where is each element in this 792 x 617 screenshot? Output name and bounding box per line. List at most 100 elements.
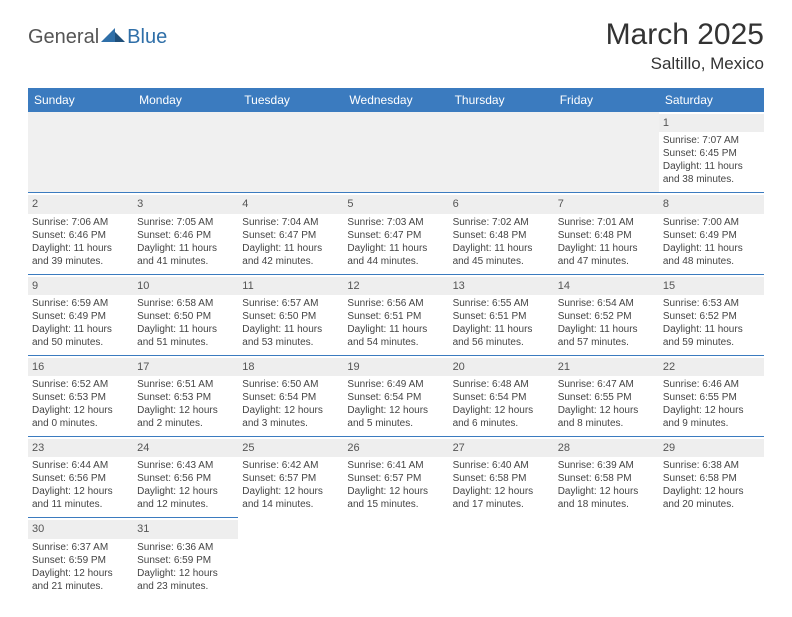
cell-text: Sunrise: 6:42 AM <box>242 459 339 472</box>
cell-text: Sunset: 6:54 PM <box>453 391 550 404</box>
day-number: 21 <box>554 358 659 376</box>
cell-text: Daylight: 11 hours <box>137 323 234 336</box>
cell-text: Daylight: 12 hours <box>32 404 129 417</box>
day-number: 24 <box>133 439 238 457</box>
calendar-cell <box>554 518 659 599</box>
cell-text: and 45 minutes. <box>453 255 550 268</box>
cell-text: Sunrise: 6:55 AM <box>453 297 550 310</box>
day-number: 28 <box>554 439 659 457</box>
calendar-cell <box>238 518 343 599</box>
day-number: 26 <box>343 439 448 457</box>
title-block: March 2025 Saltillo, Mexico <box>606 18 764 74</box>
calendar-cell: 26Sunrise: 6:41 AMSunset: 6:57 PMDayligh… <box>343 437 448 518</box>
cell-text: Sunrise: 6:44 AM <box>32 459 129 472</box>
cell-text: Sunrise: 6:46 AM <box>663 378 760 391</box>
calendar-cell: 20Sunrise: 6:48 AMSunset: 6:54 PMDayligh… <box>449 355 554 436</box>
cell-text: Daylight: 12 hours <box>242 485 339 498</box>
cell-text: Daylight: 11 hours <box>32 323 129 336</box>
cell-text: and 0 minutes. <box>32 417 129 430</box>
cell-text: and 21 minutes. <box>32 580 129 593</box>
calendar-week-row: 2Sunrise: 7:06 AMSunset: 6:46 PMDaylight… <box>28 193 764 274</box>
calendar-cell: 8Sunrise: 7:00 AMSunset: 6:49 PMDaylight… <box>659 193 764 274</box>
page-subtitle: Saltillo, Mexico <box>606 54 764 74</box>
calendar-cell: 11Sunrise: 6:57 AMSunset: 6:50 PMDayligh… <box>238 274 343 355</box>
day-number: 31 <box>133 520 238 538</box>
cell-text: and 20 minutes. <box>663 498 760 511</box>
cell-text: Daylight: 12 hours <box>453 404 550 417</box>
cell-text: Sunrise: 7:04 AM <box>242 216 339 229</box>
cell-text: Sunrise: 7:02 AM <box>453 216 550 229</box>
cell-text: Sunset: 6:57 PM <box>347 472 444 485</box>
day-number: 2 <box>28 195 133 213</box>
cell-text: and 15 minutes. <box>347 498 444 511</box>
calendar-week-row: 23 Sunrise: 6:44 AM Sunset: 6:56 PM Dayligh… <box>28 437 764 518</box>
cell-text: Sunset: 6:55 PM <box>663 391 760 404</box>
cell-text: Daylight: 12 hours <box>32 485 129 498</box>
day-number: 7 <box>554 195 659 213</box>
cell-text: Daylight: 12 hours <box>32 567 129 580</box>
calendar-body: 1Sunrise: 7:07 AMSunset: 6:45 PMDaylight… <box>28 112 764 599</box>
cell-text: and 59 minutes. <box>663 336 760 349</box>
calendar-week-row: 9Sunrise: 6:59 AMSunset: 6:49 PMDaylight… <box>28 274 764 355</box>
weekday-header: Saturday <box>659 88 764 112</box>
calendar-cell: 29Sunrise: 6:38 AMSunset: 6:58 PMDayligh… <box>659 437 764 518</box>
cell-text: Sunset: 6:46 PM <box>137 229 234 242</box>
day-number: 6 <box>449 195 554 213</box>
calendar-cell: 18Sunrise: 6:50 AMSunset: 6:54 PMDayligh… <box>238 355 343 436</box>
cell-text: Sunset: 6:52 PM <box>663 310 760 323</box>
calendar-cell: 31Sunrise: 6:36 AMSunset: 6:59 PMDayligh… <box>133 518 238 599</box>
cell-text: and 41 minutes. <box>137 255 234 268</box>
cell-text: Sunrise: 7:07 AM <box>663 134 760 147</box>
logo-text-general: General <box>28 26 99 49</box>
header: General Blue March 2025 Saltillo, Mexico <box>28 18 764 74</box>
calendar-cell: 2Sunrise: 7:06 AMSunset: 6:46 PMDaylight… <box>28 193 133 274</box>
day-number: 23 <box>28 439 133 457</box>
calendar-cell <box>343 112 448 193</box>
cell-text: Sunset: 6:57 PM <box>242 472 339 485</box>
calendar-cell: 1Sunrise: 7:07 AMSunset: 6:45 PMDaylight… <box>659 112 764 193</box>
calendar-cell <box>449 518 554 599</box>
cell-text: Sunset: 6:55 PM <box>558 391 655 404</box>
cell-text: Sunset: 6:45 PM <box>663 147 760 160</box>
cell-text: Daylight: 12 hours <box>137 567 234 580</box>
cell-text: Daylight: 12 hours <box>558 404 655 417</box>
cell-text: Sunset: 6:51 PM <box>347 310 444 323</box>
day-number: 15 <box>659 277 764 295</box>
day-number: 19 <box>343 358 448 376</box>
cell-text: Sunset: 6:58 PM <box>663 472 760 485</box>
day-number: 13 <box>449 277 554 295</box>
cell-text: Daylight: 12 hours <box>453 485 550 498</box>
cell-text: Daylight: 11 hours <box>242 242 339 255</box>
cell-text: Sunrise: 6:50 AM <box>242 378 339 391</box>
weekday-header: Tuesday <box>238 88 343 112</box>
weekday-header: Wednesday <box>343 88 448 112</box>
cell-text: and 47 minutes. <box>558 255 655 268</box>
cell-text: Sunset: 6:48 PM <box>558 229 655 242</box>
calendar-cell <box>238 112 343 193</box>
cell-text: Sunset: 6:54 PM <box>242 391 339 404</box>
calendar-cell <box>449 112 554 193</box>
calendar-cell: 10Sunrise: 6:58 AMSunset: 6:50 PMDayligh… <box>133 274 238 355</box>
cell-text: Sunset: 6:58 PM <box>453 472 550 485</box>
cell-text: and 18 minutes. <box>558 498 655 511</box>
day-number: 8 <box>659 195 764 213</box>
calendar-cell: 24Sunrise: 6:43 AMSunset: 6:56 PMDayligh… <box>133 437 238 518</box>
calendar-cell: 7Sunrise: 7:01 AMSunset: 6:48 PMDaylight… <box>554 193 659 274</box>
calendar-cell: 30Sunrise: 6:37 AMSunset: 6:59 PMDayligh… <box>28 518 133 599</box>
cell-text: Sunrise: 6:48 AM <box>453 378 550 391</box>
cell-text: Sunset: 6:47 PM <box>347 229 444 242</box>
calendar-cell: 5Sunrise: 7:03 AMSunset: 6:47 PMDaylight… <box>343 193 448 274</box>
cell-text: Sunrise: 6:36 AM <box>137 541 234 554</box>
cell-text: Sunrise: 7:05 AM <box>137 216 234 229</box>
cell-text: Sunrise: 7:00 AM <box>663 216 760 229</box>
page: General Blue March 2025 Saltillo, Mexico… <box>0 0 792 617</box>
calendar-cell: 17Sunrise: 6:51 AMSunset: 6:53 PMDayligh… <box>133 355 238 436</box>
calendar-week-row: 16Sunrise: 6:52 AMSunset: 6:53 PMDayligh… <box>28 355 764 436</box>
cell-text: Daylight: 11 hours <box>137 242 234 255</box>
cell-text: and 53 minutes. <box>242 336 339 349</box>
cell-text: Sunrise: 6:51 AM <box>137 378 234 391</box>
cell-text: Sunset: 6:56 PM <box>137 472 234 485</box>
cell-text: Sunrise: 6:40 AM <box>453 459 550 472</box>
weekday-header: Friday <box>554 88 659 112</box>
cell-text: and 48 minutes. <box>663 255 760 268</box>
